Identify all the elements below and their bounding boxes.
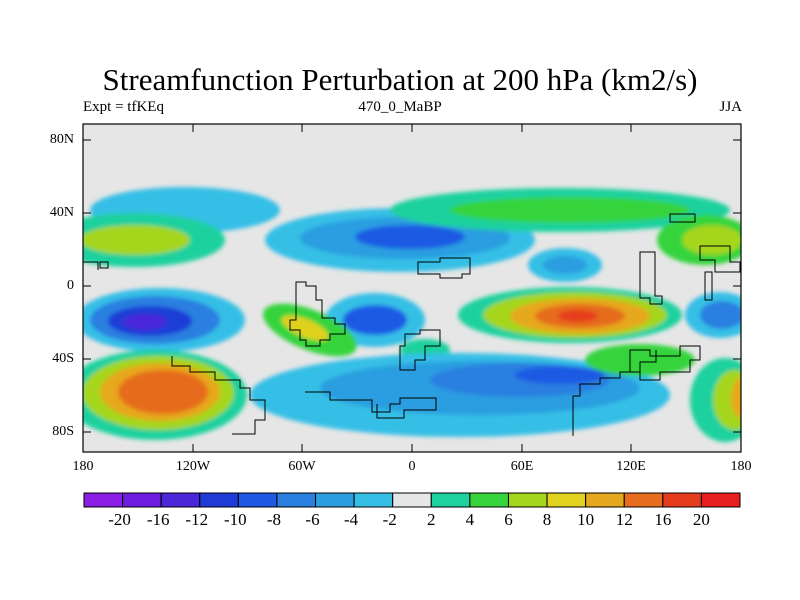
colorbar-box [585,492,625,508]
contour-south-westpac-pos3 [731,378,741,418]
contour-westpac-pos2 [682,225,741,255]
colorbar-tick-label: -2 [382,510,397,529]
season-label: JJA [719,99,742,115]
colorbar-box [199,492,239,508]
colorbar-tick-label: -10 [224,510,247,529]
colorbar-box [392,492,432,508]
colorbar-box [276,492,317,508]
y-tick-label-80s: 80S [52,424,74,439]
case-label: 470_0_MaBP [358,99,442,115]
contour-asia-pos2 [450,197,690,223]
contour-south-atlantic-neg2 [343,305,407,335]
colorbar-box [623,492,664,508]
colorbar-tick-label: 8 [542,510,552,529]
australia-outline [629,345,701,381]
colorbar-tick-label: 10 [577,510,595,529]
colorbar-tick-label: -4 [344,510,359,529]
colorbar-box [700,492,741,508]
y-tick-label-80n: 80N [49,132,74,147]
contour-dateline-pos2 [83,225,190,255]
colorbar-box [469,492,509,508]
colorbar-tick-label: -20 [108,510,131,529]
africa-outline [399,257,471,371]
asia-outline [639,213,741,305]
contour-north-atlantic-neg3 [355,225,465,249]
colorbar-box [353,492,394,508]
colorbar-tick-label: 20 [692,510,710,529]
x-tick-label-60e: 60E [510,459,534,474]
colorbar-tick-label: 16 [654,510,672,529]
colorbar [83,492,741,508]
x-tick-label-0: 0 [408,459,416,474]
streamfunction-contours [83,187,741,442]
colorbar-box [315,492,355,508]
colorbar-box [237,492,278,508]
x-axis-ticks [192,124,632,452]
colorbar-box [662,492,702,508]
y-tick-label-40n: 40N [49,205,74,220]
contour-brazil-pos2 [281,315,329,341]
colorbar-tick-label: 2 [427,510,436,529]
colorbar-tick-label: -12 [185,510,209,529]
continent-outlines [83,213,741,436]
south-america-outline [289,281,346,347]
experiment-label: Expt = tfKEq [83,99,164,115]
contour-south-indian-pos [585,344,695,376]
colorbar-box [160,492,201,508]
contour-westpac-south-neg2 [700,301,741,329]
colorbar-tick-label: -6 [305,510,320,529]
y-tick-label-40s: 40S [52,351,74,366]
colorbar-tick-label: 4 [465,510,475,529]
colorbar-tick-label: -16 [146,510,170,529]
colorbar-box [546,492,587,508]
contour-east-pacific-neg4 [123,314,167,330]
plot-title: Streamfunction Perturbation at 200 hPa (… [102,62,698,97]
colorbar-box [83,492,124,508]
colorbar-box [122,492,162,508]
x-tick-label-60w: 60W [288,459,316,474]
colorbar-box [507,492,548,508]
contour-arabia-neg2 [543,256,587,274]
x-tick-label-180w: 180 [72,459,94,474]
colorbar-tick-label: -8 [266,510,282,529]
contour-southern-ocean-neg4 [515,366,605,384]
x-tick-label-120w: 120W [175,459,211,474]
contour-indian-pos5 [558,310,598,322]
colorbar-tick-label: 12 [615,510,633,529]
antarctica-outline [171,350,657,436]
colorbar-tick-label: 6 [504,510,513,529]
x-tick-label-180e: 180 [730,459,752,474]
north-america-outline [83,261,109,270]
x-tick-label-120e: 120E [616,459,646,474]
colorbar-box [430,492,471,508]
y-axis-ticks [83,139,741,433]
contour-south-pacific-pos4 [118,370,208,414]
y-tick-label-eq: 0 [67,278,74,293]
